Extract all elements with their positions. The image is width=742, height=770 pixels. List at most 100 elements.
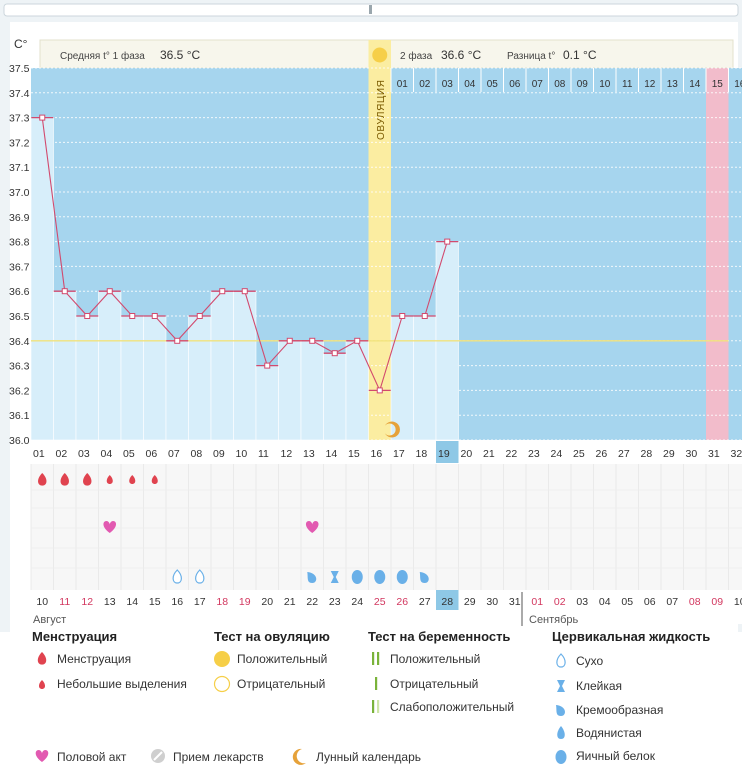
y-tick-label: 37.5	[9, 63, 30, 75]
y-tick-label: 36.4	[9, 336, 30, 348]
cervical-dry-icon	[195, 569, 205, 584]
menstruation-drop	[38, 473, 47, 486]
spotting-drop	[151, 475, 158, 484]
cervical-dry-icon	[556, 653, 566, 668]
calendar-date-label: 02	[554, 596, 566, 608]
temperature-point	[241, 288, 248, 295]
scroll-handle[interactable]	[369, 5, 372, 14]
cycle-day-label: 09	[213, 448, 225, 460]
legend-pregtest-weak: Слабоположительный	[390, 700, 514, 714]
luteal-day-label: 11	[622, 79, 633, 90]
calendar-date-label: 03	[576, 596, 588, 608]
temperature-point	[444, 238, 451, 245]
cycle-day-label: 14	[326, 448, 338, 460]
legend-pregnancy-test-title: Тест на беременность	[368, 629, 510, 644]
intercourse-heart	[305, 521, 319, 533]
temperature-bar	[53, 290, 77, 441]
cervical-dry-icon	[172, 569, 182, 584]
temperature-point	[399, 313, 406, 319]
calendar-date-label: 26	[396, 596, 408, 608]
calendar-date-label: 29	[464, 596, 476, 608]
legend-lunar: Лунный календарь	[316, 750, 421, 764]
legend-pregtest-negative: Отрицательный	[390, 677, 478, 691]
cycle-day-label: 22	[506, 448, 518, 460]
calendar-date-label: 19	[239, 596, 251, 608]
temperature-bar	[210, 290, 234, 441]
legend-pregtest-positive: Положительный	[390, 652, 480, 666]
moon-icon	[384, 421, 400, 438]
cycle-day-label: 10	[236, 448, 248, 460]
cycle-day-label: 20	[461, 448, 473, 460]
phase1-value: 36.5 °C	[160, 48, 200, 62]
legend-spotting-icon	[38, 680, 46, 689]
cycle-day-label: 24	[551, 448, 563, 460]
calendar-date-label: 20	[261, 596, 273, 608]
legend-intercourse: Половой акт	[57, 750, 127, 764]
luteal-day-label: 03	[442, 79, 454, 90]
legend-cervical-sticky: Клейкая	[576, 679, 622, 693]
temperature-point	[219, 288, 226, 295]
temperature-point	[106, 288, 113, 295]
temperature-point	[354, 337, 361, 344]
legend-panel	[0, 632, 742, 770]
legend-intercourse-icon	[35, 750, 49, 762]
menstruation-drop	[60, 473, 69, 486]
temperature-bar	[255, 365, 279, 441]
legend-cervical-watery: Водянистая	[576, 726, 642, 740]
legend-cervical-eggwhite: Яичный белок	[576, 749, 656, 763]
temperature-bar	[75, 315, 99, 441]
temperature-point	[421, 313, 428, 319]
temperature-point	[39, 114, 46, 121]
y-tick-label: 36.8	[9, 237, 30, 249]
legend-menstruation-item: Менструация	[57, 652, 131, 666]
luteal-day-label: 13	[667, 79, 679, 90]
temperature-bar	[143, 315, 167, 441]
calendar-date-label: 04	[599, 596, 611, 608]
temperature-point	[84, 313, 91, 319]
cycle-day-row	[31, 440, 742, 464]
temperature-point	[129, 313, 136, 319]
month-label: Август	[33, 614, 66, 626]
luteal-day-label: 16	[734, 79, 742, 90]
temperature-bar	[300, 340, 324, 441]
legend-lunar-icon	[292, 748, 306, 765]
temperature-point	[286, 337, 293, 344]
calendar-date-label: 13	[104, 596, 116, 608]
temperature-bar	[98, 290, 122, 441]
y-tick-label: 36.7	[9, 261, 30, 273]
legend-pregtest-weak-icon	[372, 700, 375, 713]
luteal-day-label: 12	[644, 79, 656, 90]
luteal-day-label: 07	[532, 79, 544, 90]
phase2-label: 2 фаза	[400, 50, 433, 62]
calendar-date-label: 18	[216, 596, 228, 608]
legend-cervical-dry: Сухо	[576, 654, 604, 668]
cycle-day-label: 23	[528, 448, 540, 460]
phase2-value: 36.6 °C	[441, 48, 481, 62]
temperature-point	[309, 337, 316, 344]
symbols-panel	[31, 464, 742, 590]
calendar-date-label: 25	[374, 596, 386, 608]
diff-value: 0.1 °C	[563, 48, 597, 62]
cervical-creamy-icon	[307, 572, 317, 583]
legend-cervical-creamy: Кремообразная	[576, 703, 663, 717]
calendar-date-label: 11	[59, 596, 70, 608]
legend-medication: Прием лекарств	[173, 750, 264, 764]
y-tick-label: 36.1	[9, 410, 30, 422]
cervical-creamy-icon	[556, 705, 566, 716]
cycle-day-label: 32	[731, 448, 742, 460]
calendar-date-label: 10	[734, 596, 742, 608]
legend-ovtest-positive: Положительный	[237, 652, 327, 666]
luteal-day-label: 05	[487, 79, 499, 90]
sun-icon	[372, 47, 388, 63]
cycle-day-label: 18	[416, 448, 428, 460]
calendar-row	[31, 590, 742, 624]
calendar-date-label: 16	[171, 596, 183, 608]
temperature-bar	[323, 352, 347, 441]
temperature-bar	[120, 315, 144, 441]
calendar-date-label: 05	[621, 596, 633, 608]
calendar-date-label: 14	[126, 596, 138, 608]
calendar-date-label: 21	[284, 596, 296, 608]
cycle-day-label: 15	[348, 448, 360, 460]
month-label: Сентябрь	[529, 614, 579, 626]
cycle-day-label: 06	[146, 448, 158, 460]
